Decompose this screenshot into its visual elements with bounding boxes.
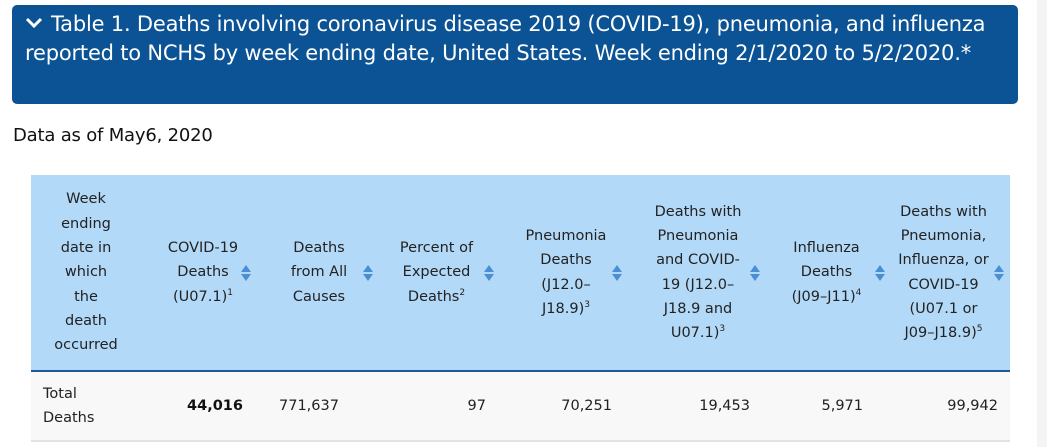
col-label: Week ending date in which the death occu… (54, 191, 118, 354)
table-title-text: Table 1. Deaths involving coronavirus di… (25, 12, 986, 65)
chevron-down-icon[interactable] (25, 16, 43, 30)
table-title: Table 1. Deaths involving coronavirus di… (25, 10, 1004, 68)
col-label: COVID-19 Deaths (U07.1)1 (167, 240, 239, 305)
col-label: Influenza Deaths (J09–J11)4 (791, 240, 862, 305)
table-row: Total Deaths 44,016 771,637 97 70,251 19… (31, 371, 1010, 442)
col-week-ending: Week ending date in which the death occu… (31, 175, 141, 372)
row-label: Total Deaths (31, 371, 141, 442)
table-title-accordion[interactable]: Table 1. Deaths involving coronavirus di… (12, 5, 1018, 104)
sort-icon[interactable] (363, 264, 373, 282)
sort-icon[interactable] (612, 264, 622, 282)
cell-influenza-deaths: 5,971 (776, 371, 891, 442)
col-pneumonia-influenza-covid[interactable]: Deaths with Pneumonia, Influenza, or COV… (891, 175, 1010, 372)
col-label: Deaths with Pneumonia and COVID-19 (J12.… (654, 203, 742, 342)
col-all-causes[interactable]: Deaths from All Causes (271, 175, 381, 372)
col-covid-deaths[interactable]: COVID-19 Deaths (U07.1)1 (141, 175, 271, 372)
col-label: Percent of Expected Deaths2 (399, 240, 474, 305)
col-label: Deaths with Pneumonia, Influenza, or COV… (898, 203, 989, 342)
sort-icon[interactable] (484, 264, 494, 282)
deaths-table: Week ending date in which the death occu… (31, 175, 1010, 442)
col-label: Deaths from All Causes (290, 240, 348, 305)
sort-icon[interactable] (875, 264, 885, 282)
col-influenza-deaths[interactable]: Influenza Deaths (J09–J11)4 (776, 175, 891, 372)
col-label: Pneumonia Deaths (J12.0–J18.9)3 (525, 227, 607, 317)
sort-icon[interactable] (994, 264, 1004, 282)
cell-percent-expected: 97 (381, 371, 506, 442)
table-header-row: Week ending date in which the death occu… (31, 175, 1010, 372)
col-percent-expected[interactable]: Percent of Expected Deaths2 (381, 175, 506, 372)
cell-all-causes: 771,637 (271, 371, 381, 442)
data-as-of: Data as of May6, 2020 (13, 125, 213, 146)
col-pneumonia-and-covid[interactable]: Deaths with Pneumonia and COVID-19 (J12.… (636, 175, 776, 372)
sort-icon[interactable] (241, 264, 251, 282)
cell-covid-deaths: 44,016 (141, 371, 271, 442)
cell-pneumonia-deaths: 70,251 (506, 371, 636, 442)
cell-pneumonia-influenza-covid: 99,942 (891, 371, 1010, 442)
sort-icon[interactable] (750, 264, 760, 282)
page-scroll-gutter (1037, 0, 1047, 447)
cell-pneumonia-and-covid: 19,453 (636, 371, 776, 442)
col-pneumonia-deaths[interactable]: Pneumonia Deaths (J12.0–J18.9)3 (506, 175, 636, 372)
